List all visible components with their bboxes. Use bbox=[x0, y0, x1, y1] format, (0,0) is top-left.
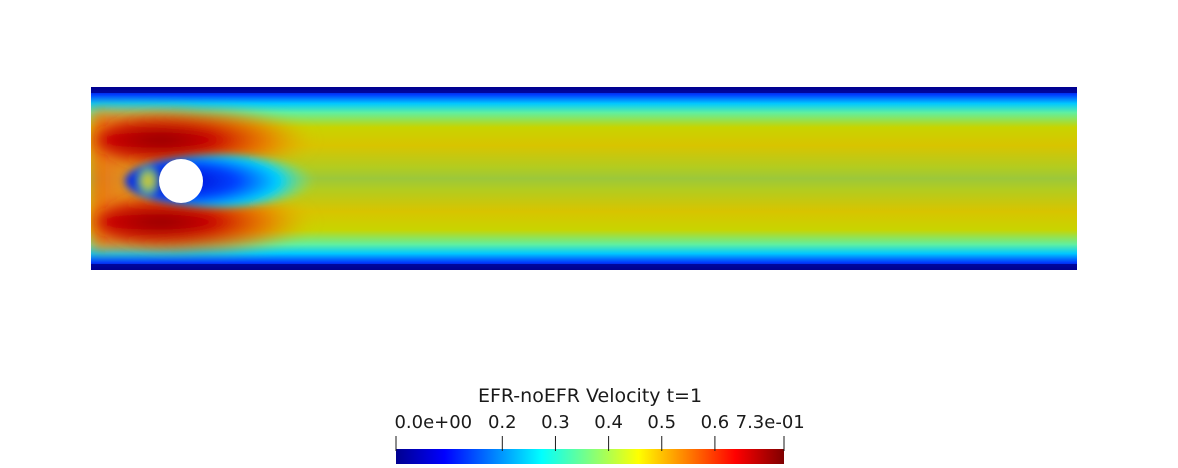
colorbar-tick-label: 0.3 bbox=[541, 412, 570, 433]
channel-domain bbox=[91, 87, 1077, 270]
colorbar-title: EFR-noEFR Velocity t=1 bbox=[477, 385, 703, 407]
cylinder-obstacle bbox=[159, 159, 203, 203]
lower-shear-layer bbox=[95, 194, 315, 250]
stagnation-region bbox=[134, 163, 162, 199]
colorbar-ticks bbox=[395, 436, 785, 451]
colorbar-tick-label: 0.4 bbox=[594, 412, 623, 433]
colorbar-tick-label: 0.2 bbox=[487, 412, 517, 433]
colorbar-tick-label: 0.6 bbox=[700, 412, 730, 433]
bottom-wall-layer bbox=[91, 264, 1077, 270]
colorbar-tick-label: 7.3e-01 bbox=[735, 412, 805, 433]
upper-shear-layer bbox=[95, 112, 315, 168]
colorbar-tick-label: 0.5 bbox=[647, 412, 677, 433]
colorbar-tick-label: 0.0e+00 bbox=[394, 412, 473, 433]
top-wall-layer bbox=[91, 87, 1077, 93]
colorbar bbox=[396, 449, 784, 464]
